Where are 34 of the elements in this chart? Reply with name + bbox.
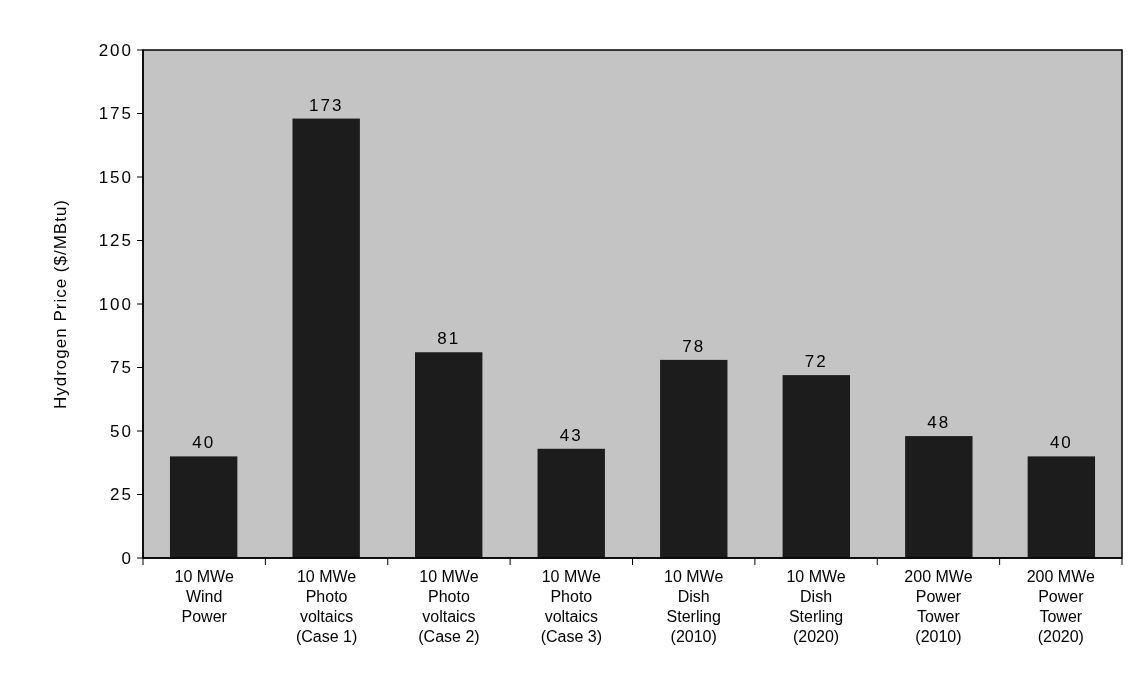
- data-label: 81: [437, 329, 461, 349]
- bar: [169, 456, 238, 558]
- y-tick-label: 50: [110, 421, 133, 441]
- data-label: 40: [192, 433, 216, 453]
- data-label: 72: [804, 352, 828, 372]
- bar: [1027, 456, 1096, 558]
- x-tick-label: 10 MWe Photo voltaics (Case 3): [540, 568, 602, 645]
- y-axis-title: Hydrogen Price ($/MBtu): [51, 198, 70, 410]
- x-tick-label: 10 MWe Wind Power: [174, 568, 234, 625]
- bar: [537, 448, 605, 558]
- bar: [782, 375, 850, 558]
- x-tick-label: 200 MWe Power Tower (2010): [904, 568, 973, 645]
- data-label: 173: [308, 95, 344, 115]
- y-tick-label: 125: [98, 231, 133, 251]
- bar: [905, 436, 973, 558]
- y-tick-label: 25: [110, 485, 133, 505]
- data-label: 78: [682, 336, 706, 356]
- x-tick-label: 200 MWe Power Tower (2020): [1026, 568, 1095, 645]
- x-tick-label: 10 MWe Photo voltaics (Case 2): [418, 568, 480, 645]
- y-tick-label: 150: [98, 167, 133, 187]
- data-label: 43: [559, 425, 583, 445]
- y-tick-label: 100: [98, 294, 133, 314]
- y-tick-label: 75: [110, 358, 133, 378]
- y-tick-label: 175: [98, 104, 133, 124]
- x-tick-label: 10 MWe Dish Sterling (2020): [786, 568, 846, 645]
- data-label: 48: [927, 413, 951, 433]
- bar: [660, 359, 728, 558]
- y-tick-label: 200: [98, 40, 133, 60]
- bar: [415, 352, 483, 558]
- x-tick-label: 10 MWe Dish Sterling (2010): [664, 568, 724, 645]
- x-tick-label: 10 MWe Photo voltaics (Case 1): [295, 568, 358, 645]
- data-label: 40: [1049, 433, 1073, 453]
- bar: [292, 118, 360, 558]
- y-tick-label: 0: [121, 548, 133, 568]
